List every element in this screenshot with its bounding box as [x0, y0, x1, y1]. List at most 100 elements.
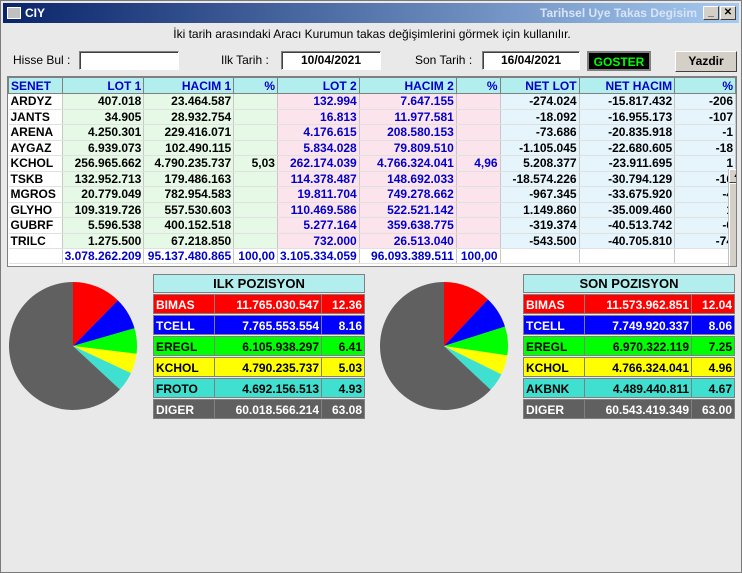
table-cell: 522.521.142 — [359, 202, 457, 218]
table-cell: -107 — [674, 109, 736, 125]
hisse-label: Hisse Bul : — [13, 53, 71, 67]
total-cell — [8, 248, 63, 264]
table-cell: 400.152.518 — [143, 217, 235, 234]
column-header[interactable]: % — [233, 77, 278, 94]
pozisyon-name: TCELL — [523, 315, 585, 335]
table-cell: -23.911.695 — [579, 155, 676, 172]
scroll-up-button[interactable]: ▲ — [729, 169, 736, 183]
pozisyon-name: KCHOL — [523, 357, 585, 377]
table-cell: 256.965.662 — [62, 155, 145, 172]
table-cell: 1.149.860 — [500, 202, 580, 218]
table-cell: 557.530.603 — [143, 202, 235, 218]
table-row[interactable]: MGROS 20.779.049 782.954.583 19.811.704 749.… — [8, 186, 736, 203]
pozisyon-pct: 8.06 — [692, 315, 735, 335]
table-cell — [233, 233, 278, 249]
table-cell: -967.345 — [500, 186, 580, 203]
column-header[interactable]: HACIM 2 — [358, 77, 457, 94]
grid-scrollbar[interactable]: ▲ ▼ — [728, 169, 736, 266]
column-header[interactable]: NET HACIM — [578, 77, 676, 94]
table-cell — [233, 93, 278, 110]
table-cell: -18.574.226 — [500, 171, 580, 187]
title-bar[interactable]: CIY Tarihsel Uye Takas Degisim _ ✕ — [3, 3, 739, 23]
table-cell: JANTS — [8, 109, 63, 125]
table-cell: 782.954.583 — [143, 186, 235, 203]
pozisyon-value: 11.765.030.547 — [215, 294, 322, 314]
table-cell: -33.675.920 — [579, 186, 676, 203]
column-header[interactable]: LOT 2 — [276, 77, 360, 94]
son-tarih-input[interactable]: 16/04/2021 — [482, 51, 580, 70]
table-cell: 4.250.301 — [62, 124, 145, 141]
column-header[interactable]: % — [455, 77, 501, 94]
table-cell: 4,96 — [456, 155, 501, 172]
pozisyon-name: BIMAS — [153, 294, 215, 314]
info-text: İki tarih arasındaki Aracı Kurumun takas… — [173, 27, 571, 41]
table-row[interactable]: KCHOL 256.965.662 4.790.235.737 5,03 262.174… — [8, 155, 736, 172]
table-cell: 4.766.324.041 — [359, 155, 457, 172]
table-cell: 16.813 — [277, 109, 360, 125]
table-cell — [456, 233, 501, 249]
pozisyon-value: 6.105.938.297 — [215, 336, 322, 356]
table-cell — [233, 202, 278, 218]
total-cell: 95.137.480.865 — [143, 248, 235, 264]
table-row[interactable]: TRILC 1.275.500 67.218.850 732.000 26.513.04… — [8, 233, 736, 249]
table-cell: GUBRF — [8, 217, 63, 234]
table-row[interactable]: ARDYZ 407.018 23.464.587 132.994 7.647.155 -2… — [8, 93, 736, 110]
table-cell: 407.018 — [62, 93, 145, 110]
column-header[interactable]: NET LOT — [499, 77, 580, 94]
table-cell: -22.680.605 — [579, 140, 676, 156]
table-cell: 1 — [674, 202, 736, 218]
table-cell — [456, 140, 501, 156]
table-cell: 132.994 — [277, 93, 360, 110]
pie-slice-tcell — [73, 300, 135, 346]
table-cell: -40.705.810 — [579, 233, 676, 249]
close-button[interactable]: ✕ — [720, 6, 736, 20]
takas-grid[interactable]: SENET LOT 1 HACIM 1% LOT 2 HACIM 2% NET LOT NE… — [7, 76, 737, 267]
column-header[interactable]: HACIM 1 — [143, 77, 235, 94]
table-cell: -16 — [674, 171, 736, 187]
column-header[interactable]: SENET — [8, 77, 63, 94]
table-cell — [233, 186, 278, 203]
column-header[interactable]: LOT 1 — [61, 77, 145, 94]
table-row[interactable]: JANTS 34.905 28.932.754 16.813 11.977.581 -18… — [8, 109, 736, 125]
window-subtitle: Tarihsel Uye Takas Degisim — [540, 6, 697, 20]
table-row[interactable]: GUBRF 5.596.538 400.152.518 5.277.164 359.63… — [8, 217, 736, 234]
minimize-button[interactable]: _ — [703, 6, 719, 20]
table-cell: 7.647.155 — [359, 93, 457, 110]
table-cell: 19.811.704 — [277, 186, 360, 203]
ilk-tarih-label: Ilk Tarih : — [221, 53, 269, 67]
table-cell: 5,03 — [233, 155, 278, 172]
table-cell: -319.374 — [500, 217, 580, 234]
window-icon — [7, 7, 21, 19]
pozisyon-value: 7.749.920.337 — [585, 315, 692, 335]
table-row[interactable]: GLYHO 109.319.726 557.530.603 110.469.586 52… — [8, 202, 736, 218]
table-cell: -18.092 — [500, 109, 580, 125]
pozisyon-row: AKBNK 4.489.440.811 4.67 — [523, 378, 735, 398]
total-cell: 96.093.389.511 — [359, 248, 457, 264]
table-cell: 114.378.487 — [277, 171, 360, 187]
table-cell: ARDYZ — [8, 93, 63, 110]
table-row[interactable]: TSKB 132.952.713 179.486.163 114.378.487 148… — [8, 171, 736, 187]
ilk-tarih-input[interactable]: 10/04/2021 — [281, 51, 381, 70]
table-cell: 4.790.235.737 — [143, 155, 235, 172]
pozisyon-name: DIGER — [153, 399, 215, 419]
pozisyon-name: KCHOL — [153, 357, 215, 377]
table-cell: 67.218.850 — [143, 233, 235, 249]
goster-button[interactable]: GOSTER — [587, 51, 651, 71]
table-cell: 6.939.073 — [62, 140, 145, 156]
pie-slice-diger — [379, 282, 491, 410]
table-row[interactable]: ARENA 4.250.301 229.416.071 4.176.615 208.58… — [8, 124, 736, 141]
table-cell: 179.486.163 — [143, 171, 235, 187]
window-title: CIY — [25, 6, 46, 20]
pozisyon-row: KCHOL 4.766.324.041 4.96 — [523, 357, 735, 377]
table-cell: -16.955.173 — [579, 109, 676, 125]
yazdir-button[interactable]: Yazdir — [675, 51, 737, 72]
pozisyon-pct: 12.04 — [692, 294, 735, 314]
son-pozisyon-table: SON POZISYON BIMAS 11.573.962.851 12.04 TCE… — [523, 274, 735, 419]
hisse-search-input[interactable] — [79, 51, 179, 70]
scroll-thumb[interactable] — [729, 183, 736, 266]
table-row[interactable]: AYGAZ 6.939.073 102.490.115 5.834.028 79.809… — [8, 140, 736, 156]
pozisyon-value: 4.790.235.737 — [215, 357, 322, 377]
column-header[interactable]: % — [674, 77, 736, 94]
table-cell: -74 — [674, 233, 736, 249]
